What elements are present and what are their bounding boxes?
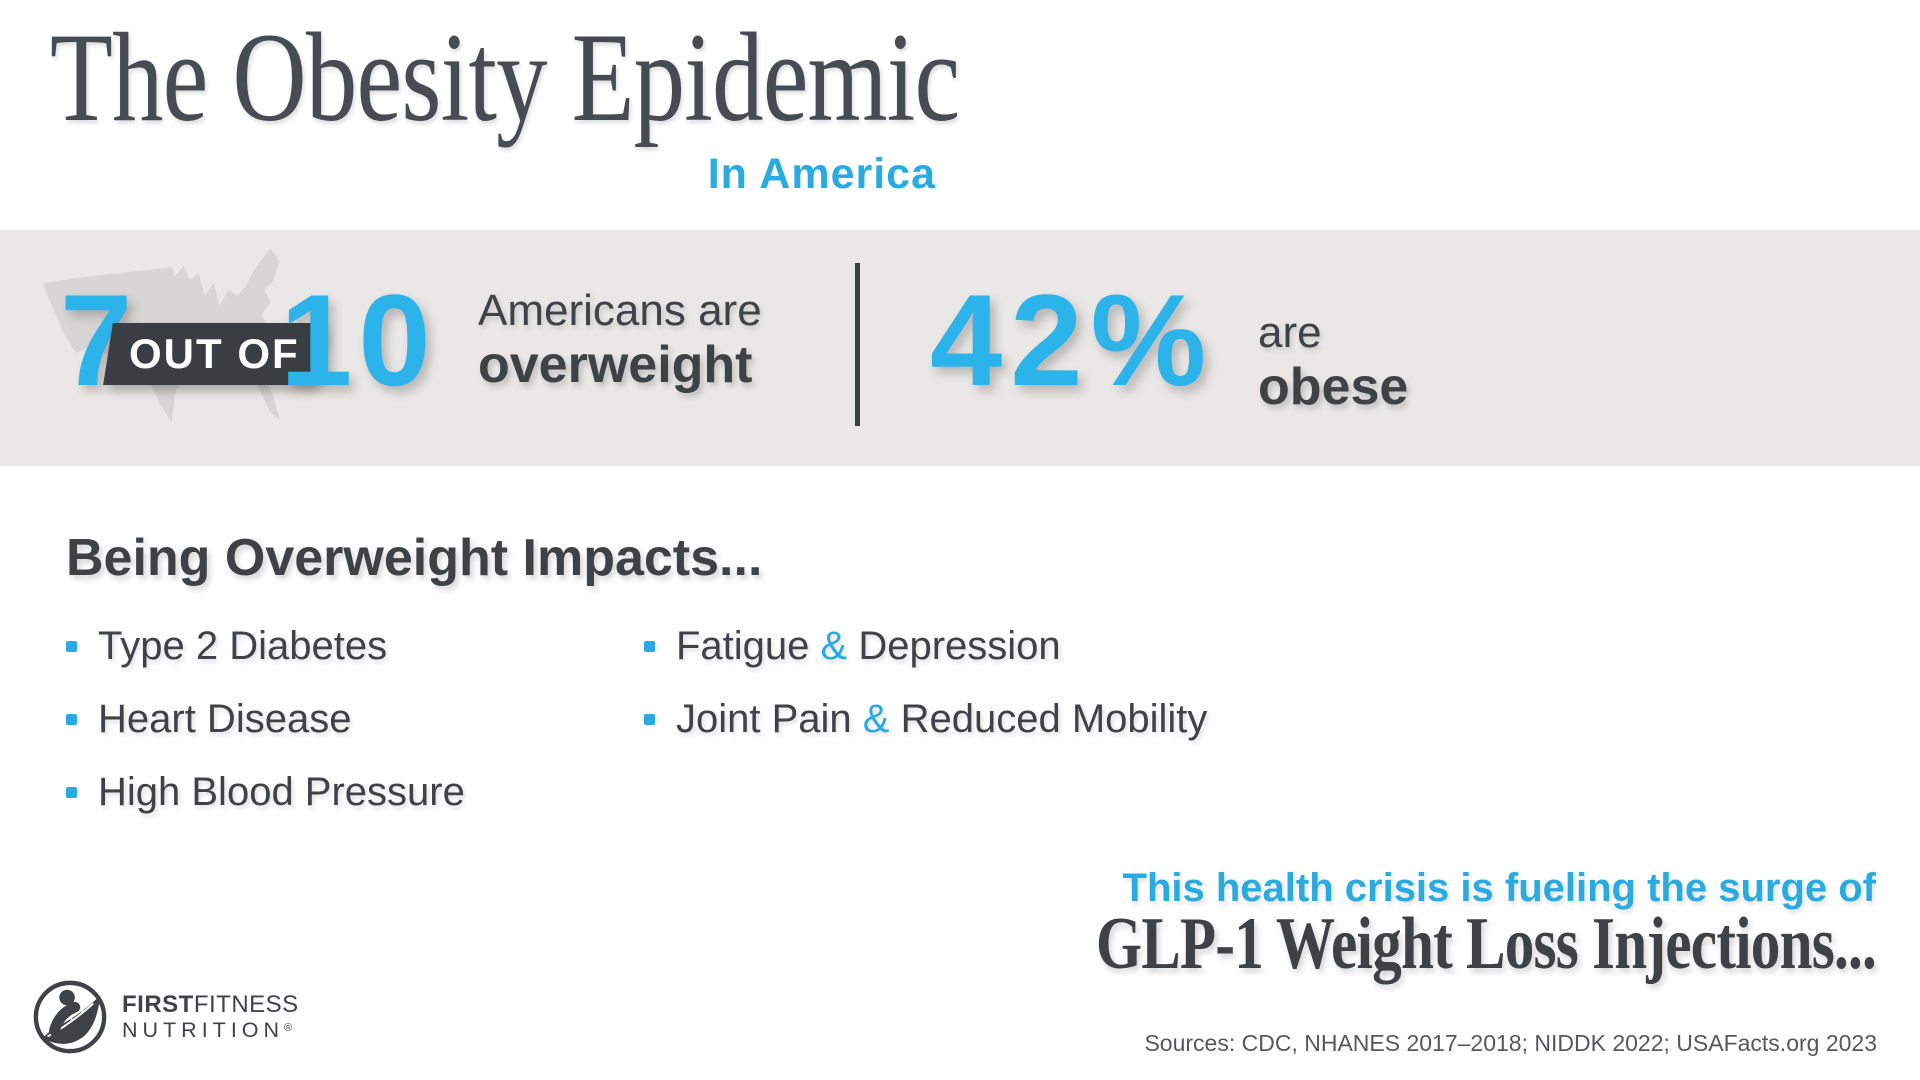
- impacts-list-right: Fatigue & Depression Joint Pain & Reduce…: [644, 610, 1207, 756]
- list-item: Heart Disease: [66, 683, 465, 756]
- impact-label: Type 2 Diabetes: [98, 624, 388, 668]
- stats-divider: [855, 263, 860, 426]
- bullet-square-icon: [644, 641, 655, 652]
- bullet-square-icon: [66, 714, 77, 725]
- impacts-heading: Being Overweight Impacts...: [66, 529, 763, 587]
- impact-label: Heart Disease: [98, 697, 352, 741]
- list-item: High Blood Pressure: [66, 756, 465, 829]
- stat-overweight-denominator: 10: [280, 267, 437, 413]
- cta-headline: GLP-1 Weight Loss Injections...: [1096, 903, 1877, 985]
- impact-label: High Blood Pressure: [98, 770, 465, 814]
- ampersand-accent: &: [820, 624, 848, 668]
- impact-label: Joint Pain & Reduced Mobility: [676, 697, 1207, 742]
- list-item: Type 2 Diabetes: [66, 610, 465, 683]
- stat-overweight-caption-line1: Americans are: [478, 286, 762, 335]
- out-of-badge-label: OUT OF: [128, 330, 300, 377]
- stat-overweight-caption: Americans are overweight: [478, 286, 762, 394]
- list-item: Joint Pain & Reduced Mobility: [644, 683, 1207, 756]
- cta-kicker: This health crisis is fueling the surge …: [1122, 866, 1876, 910]
- stats-band: 7 OUT OF 10 Americans are overweight 42%…: [0, 230, 1920, 466]
- impact-label-text: Fatigue: [676, 624, 821, 668]
- impact-label-text: Depression: [847, 624, 1061, 668]
- firstfitness-logo: FIRSTFITNESS NUTRITION®: [31, 978, 299, 1056]
- impact-label: Fatigue & Depression: [676, 624, 1061, 669]
- impacts-list-left: Type 2 Diabetes Heart Disease High Blood…: [66, 610, 465, 829]
- logo-brand-line: FIRSTFITNESS: [122, 990, 299, 1018]
- stat-obese-value: 42%: [930, 267, 1215, 413]
- list-item: Fatigue & Depression: [644, 610, 1207, 683]
- impact-label-text: Joint Pain: [676, 697, 863, 741]
- page-subtitle: In America: [707, 150, 936, 198]
- stat-obese-caption: are obese: [1258, 308, 1409, 416]
- logo-nutrition-text: NUTRITION: [122, 1017, 285, 1042]
- logo-brand-bold: FIRST: [122, 990, 194, 1018]
- stat-overweight-caption-line2: overweight: [478, 335, 753, 394]
- ampersand-accent: &: [862, 697, 890, 741]
- logo-brand-rest: FITNESS: [193, 990, 299, 1018]
- bullet-square-icon: [644, 714, 655, 725]
- registered-mark: ®: [284, 1021, 293, 1034]
- stat-obese-caption-line2: obese: [1258, 357, 1409, 416]
- bullet-square-icon: [66, 641, 77, 652]
- bullet-square-icon: [66, 787, 77, 798]
- logo-nutrition-line: NUTRITION®: [122, 1017, 299, 1042]
- page-title: The Obesity Epidemic: [50, 8, 960, 148]
- stat-obese-caption-line1: are: [1258, 308, 1322, 357]
- sources-note: Sources: CDC, NHANES 2017–2018; NIDDK 20…: [1144, 1030, 1877, 1056]
- firstfitness-leaf-person-icon: [33, 980, 107, 1054]
- logo-wordmark: FIRSTFITNESS NUTRITION®: [122, 990, 299, 1042]
- impact-label-text: Reduced Mobility: [889, 697, 1208, 741]
